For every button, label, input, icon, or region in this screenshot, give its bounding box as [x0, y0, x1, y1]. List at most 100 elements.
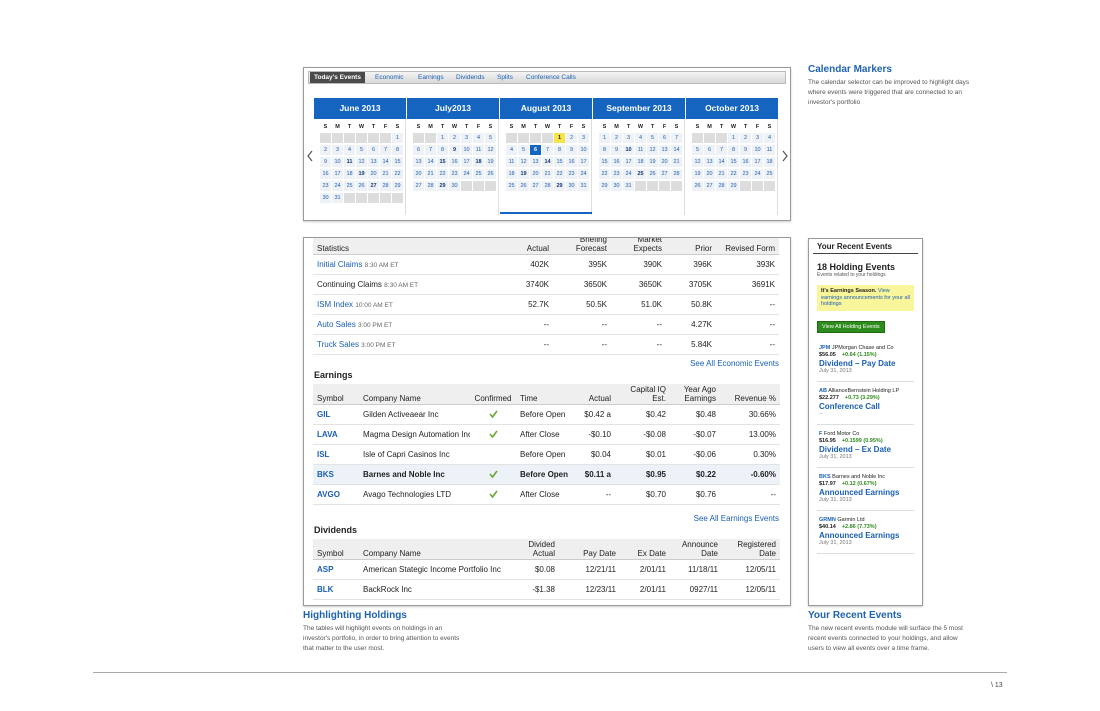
day[interactable]: 21 [716, 169, 727, 179]
symbol[interactable]: LAVA [313, 424, 359, 445]
day[interactable]: 15 [392, 157, 403, 167]
tab[interactable]: Today's Events [310, 72, 365, 83]
day[interactable]: 16 [449, 157, 460, 167]
day[interactable]: 15 [599, 157, 610, 167]
day[interactable]: 20 [413, 169, 424, 179]
event-name[interactable]: Conference Call [819, 401, 880, 411]
day[interactable]: 26 [647, 169, 658, 179]
day[interactable]: 10 [578, 145, 589, 155]
day[interactable]: 9 [611, 145, 622, 155]
day[interactable]: 24 [752, 169, 763, 179]
day[interactable]: 29 [437, 181, 448, 191]
day[interactable]: 25 [506, 181, 517, 191]
day[interactable]: 23 [566, 169, 577, 179]
day[interactable]: 3 [752, 133, 763, 143]
day[interactable]: 18 [764, 157, 775, 167]
notice-link[interactable]: View earnings announcements for your all… [821, 288, 910, 307]
symbol[interactable]: AB [819, 387, 827, 394]
day[interactable]: 10 [752, 145, 763, 155]
day[interactable]: 23 [740, 169, 751, 179]
day[interactable]: 4 [473, 133, 484, 143]
day[interactable]: 21 [425, 169, 436, 179]
day[interactable]: 19 [518, 169, 529, 179]
day[interactable]: 5 [518, 145, 529, 155]
day[interactable]: 24 [461, 169, 472, 179]
day[interactable]: 29 [392, 181, 403, 191]
day[interactable]: 13 [413, 157, 424, 167]
day[interactable]: 31 [623, 181, 634, 191]
day[interactable]: 7 [671, 133, 682, 143]
day[interactable]: 14 [425, 157, 436, 167]
day[interactable]: 4 [344, 145, 355, 155]
day[interactable]: 14 [671, 145, 682, 155]
day[interactable]: 25 [764, 169, 775, 179]
day[interactable]: 17 [332, 169, 343, 179]
day[interactable]: 15 [437, 157, 448, 167]
day[interactable]: 16 [566, 157, 577, 167]
day[interactable]: 29 [554, 181, 565, 191]
day[interactable]: 2 [320, 145, 331, 155]
day[interactable]: 21 [671, 157, 682, 167]
day[interactable]: 6 [368, 145, 379, 155]
day[interactable]: 23 [611, 169, 622, 179]
day[interactable]: 12 [647, 145, 658, 155]
day[interactable]: 28 [425, 181, 436, 191]
day[interactable]: 5 [485, 133, 496, 143]
day[interactable]: 27 [368, 181, 379, 191]
day[interactable]: 3 [332, 145, 343, 155]
day[interactable]: 18 [635, 157, 646, 167]
day[interactable]: 14 [542, 157, 553, 167]
day[interactable]: 17 [578, 157, 589, 167]
day[interactable]: 10 [623, 145, 634, 155]
day[interactable]: 14 [380, 157, 391, 167]
day[interactable]: 28 [380, 181, 391, 191]
event-name[interactable]: Announced Earnings [819, 487, 900, 497]
symbol[interactable]: GIL [313, 404, 359, 425]
day[interactable]: 10 [461, 145, 472, 155]
day[interactable]: 3 [578, 133, 589, 143]
day[interactable]: 18 [344, 169, 355, 179]
day[interactable]: 9 [449, 145, 460, 155]
day[interactable]: 30 [320, 193, 331, 203]
day[interactable]: 11 [506, 157, 517, 167]
day[interactable]: 3 [623, 133, 634, 143]
statistic-name[interactable]: Initial Claims [317, 260, 363, 269]
day[interactable]: 28 [542, 181, 553, 191]
button[interactable]: View All Holding Events [817, 320, 885, 333]
symbol[interactable]: F [819, 430, 823, 437]
day[interactable]: 19 [692, 169, 703, 179]
event-name[interactable]: Announced Earnings [819, 530, 900, 540]
day[interactable]: 20 [530, 169, 541, 179]
day[interactable]: 4 [635, 133, 646, 143]
day[interactable]: 1 [599, 133, 610, 143]
month-name[interactable]: September 2013 [593, 98, 685, 119]
day[interactable]: 6 [659, 133, 670, 143]
day[interactable]: 26 [485, 169, 496, 179]
day[interactable]: 25 [344, 181, 355, 191]
day[interactable]: 27 [413, 181, 424, 191]
event-name[interactable]: Dividend – Ex Date [819, 444, 892, 454]
day[interactable]: 9 [566, 145, 577, 155]
day[interactable]: 16 [611, 157, 622, 167]
statistic-name[interactable]: ISM Index [317, 300, 354, 309]
day[interactable]: 28 [671, 169, 682, 179]
day[interactable]: 22 [728, 169, 739, 179]
tab[interactable]: Economic [375, 74, 404, 81]
day[interactable]: 11 [764, 145, 775, 155]
symbol[interactable]: ISL [313, 444, 359, 465]
statistic-name[interactable]: Auto Sales [317, 320, 356, 329]
day[interactable]: 1 [728, 133, 739, 143]
day[interactable]: 2 [566, 133, 577, 143]
day[interactable]: 17 [623, 157, 634, 167]
day[interactable]: 28 [716, 181, 727, 191]
prev-arrow[interactable] [306, 150, 314, 162]
see-all-link[interactable]: See All Earnings Events [693, 514, 779, 523]
day[interactable]: 25 [635, 169, 646, 179]
day[interactable]: 1 [554, 133, 565, 143]
day[interactable]: 1 [392, 133, 403, 143]
day[interactable]: 31 [578, 181, 589, 191]
day[interactable]: 18 [506, 169, 517, 179]
day[interactable]: 12 [692, 157, 703, 167]
day[interactable]: 7 [380, 145, 391, 155]
day[interactable]: 17 [752, 157, 763, 167]
